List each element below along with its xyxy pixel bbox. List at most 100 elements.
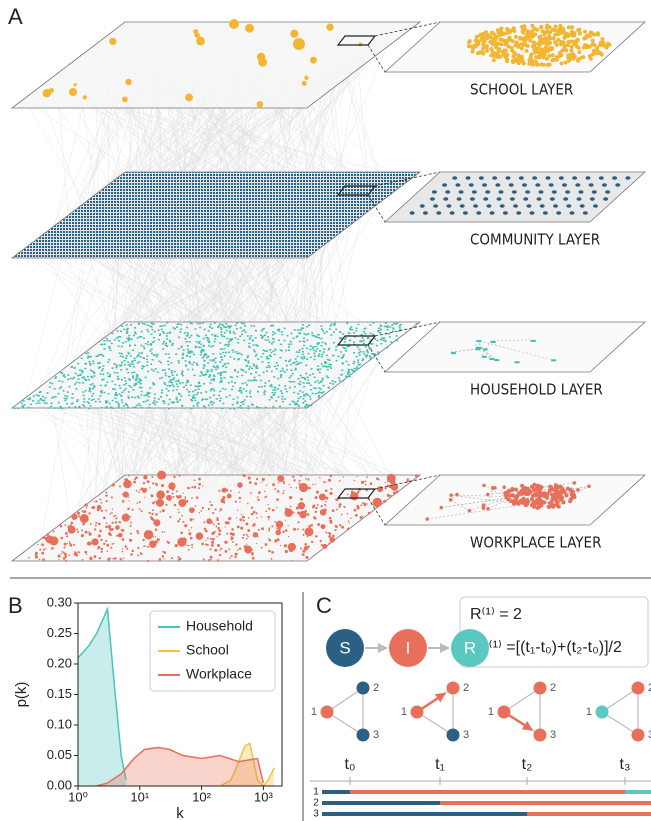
household-node — [208, 342, 210, 344]
contact-node — [534, 682, 547, 695]
school-node — [505, 27, 509, 31]
household-node — [318, 391, 320, 393]
workplace-node — [174, 504, 177, 507]
workplace-node — [150, 516, 152, 518]
household-node — [153, 341, 155, 343]
workplace-node — [123, 492, 129, 498]
workplace-node — [231, 555, 233, 557]
contact-node — [632, 729, 645, 742]
household-node — [149, 392, 151, 394]
school-node — [531, 59, 535, 63]
workplace-node — [172, 493, 174, 495]
household-node — [64, 398, 66, 400]
household-node — [170, 380, 172, 382]
household-node — [147, 344, 149, 346]
household-node — [268, 365, 270, 367]
household-node — [246, 384, 248, 386]
workplace-node — [547, 505, 551, 509]
household-node — [58, 380, 60, 382]
household-node — [221, 335, 223, 337]
workplace-node — [252, 549, 254, 551]
workplace-node — [42, 558, 45, 561]
household-node — [118, 405, 120, 407]
household-node — [267, 336, 269, 338]
workplace-node — [315, 511, 317, 513]
household-node — [286, 335, 288, 337]
household-node — [220, 375, 222, 377]
household-node — [149, 387, 151, 389]
household-node — [147, 331, 149, 333]
household-node — [158, 329, 160, 331]
household-node — [210, 402, 212, 404]
workplace-node — [556, 486, 560, 490]
household-node — [169, 341, 171, 343]
household-node — [118, 378, 120, 380]
workplace-node — [312, 484, 313, 485]
household-node — [166, 335, 168, 337]
workplace-node — [213, 524, 215, 526]
school-node — [600, 37, 604, 41]
household-node — [121, 365, 123, 367]
household-node — [293, 362, 295, 364]
household-node — [139, 387, 141, 389]
workplace-node — [76, 554, 78, 556]
household-node — [253, 364, 255, 366]
school-node — [584, 34, 588, 38]
school-node — [557, 28, 561, 32]
panel-label: A — [8, 4, 23, 29]
household-node — [317, 369, 319, 371]
school-node — [293, 38, 305, 50]
household-node — [247, 406, 249, 408]
school-node — [533, 44, 537, 48]
household-node — [274, 349, 276, 351]
household-node — [140, 383, 142, 385]
household-node — [244, 325, 246, 327]
household-node — [67, 391, 69, 393]
workplace-node — [298, 482, 299, 483]
workplace-node — [163, 558, 164, 559]
community-node — [455, 183, 460, 187]
household-node — [133, 366, 135, 368]
household-node — [39, 402, 41, 404]
workplace-node — [106, 522, 108, 524]
community-node — [443, 197, 448, 201]
school-node — [556, 38, 560, 42]
household-node — [333, 355, 335, 357]
household-node — [74, 383, 76, 385]
household-node — [345, 375, 347, 377]
household-node — [167, 385, 169, 387]
household-node — [222, 365, 224, 367]
workplace-node — [449, 493, 453, 497]
household-node — [166, 338, 168, 340]
household-node — [51, 403, 53, 405]
workplace-node — [232, 541, 234, 543]
household-node — [117, 376, 119, 378]
workplace-node — [407, 478, 409, 480]
workplace-node — [391, 487, 393, 489]
household-node — [168, 390, 170, 392]
household-node — [377, 351, 379, 353]
workplace-node — [262, 478, 265, 481]
workplace-node — [242, 537, 244, 539]
workplace-node — [278, 482, 280, 484]
workplace-node — [101, 509, 103, 511]
workplace-node — [90, 523, 92, 525]
school-node — [544, 47, 548, 51]
household-node — [200, 352, 202, 354]
household-node — [224, 355, 226, 357]
household-node — [128, 378, 130, 380]
household-node — [191, 323, 193, 325]
workplace-node — [80, 514, 89, 523]
workplace-node — [171, 557, 173, 559]
household-node — [176, 401, 178, 403]
household-node — [169, 376, 171, 378]
household-node — [234, 370, 236, 372]
layer-label: SCHOOL LAYER — [470, 81, 573, 99]
school-node — [564, 32, 568, 36]
household-node — [211, 334, 213, 336]
household-node — [291, 400, 293, 402]
household-node — [299, 341, 301, 343]
household-node — [77, 363, 79, 365]
workplace-node — [185, 496, 187, 498]
workplace-node — [155, 528, 158, 531]
